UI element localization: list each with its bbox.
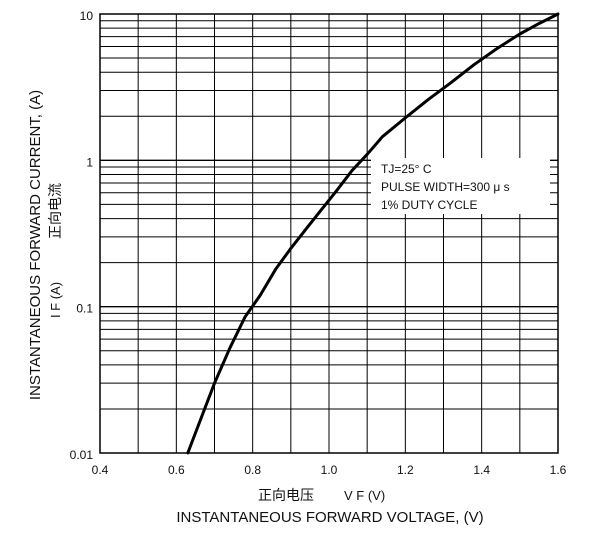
y-tick-label: 0.1: [76, 302, 93, 316]
y-tick-label: 1: [86, 155, 93, 169]
x-tick-labels: 0.4 0.6 0.8 1.0 1.2 1.4 1.6: [92, 463, 567, 477]
y-tick-labels: 0.01 0.1 1 10: [70, 9, 94, 462]
annotation-block: TJ=25° C PULSE WIDTH=300 μ s 1% DUTY CYC…: [371, 158, 550, 214]
x-tick-label: 0.6: [168, 463, 185, 477]
forward-current-curve: [186, 12, 560, 455]
x-axis-title-english: INSTANTANEOUS FORWARD VOLTAGE, (V): [176, 509, 483, 526]
x-tick-label: 0.8: [244, 463, 261, 477]
chart-grid: [100, 14, 558, 453]
x-tick-label: 1.6: [550, 463, 567, 477]
y-tick-label: 0.01: [70, 448, 94, 462]
annotation-background: [371, 158, 550, 214]
y-axis-title-english: INSTANTANEOUS FORWARD CURRENT, (A): [27, 90, 44, 400]
y-axis-title-chinese: 正向电流: [47, 183, 63, 239]
annotation-pulse-width: PULSE WIDTH=300 μ s: [381, 180, 510, 194]
annotation-temperature: TJ=25° C: [381, 162, 432, 176]
plot-frame: [99, 13, 559, 454]
x-tick-label: 1.0: [321, 463, 338, 477]
x-tick-label: 1.2: [397, 463, 414, 477]
x-tick-label: 1.4: [473, 463, 490, 477]
y-tick-label: 10: [80, 9, 94, 23]
y-axis-symbol: I F (A): [48, 282, 63, 318]
x-axis-symbol: V F (V): [344, 488, 385, 503]
annotation-duty-cycle: 1% DUTY CYCLE: [381, 198, 477, 212]
x-axis-title-chinese: 正向电压: [258, 487, 314, 503]
x-tick-label: 0.4: [92, 463, 109, 477]
